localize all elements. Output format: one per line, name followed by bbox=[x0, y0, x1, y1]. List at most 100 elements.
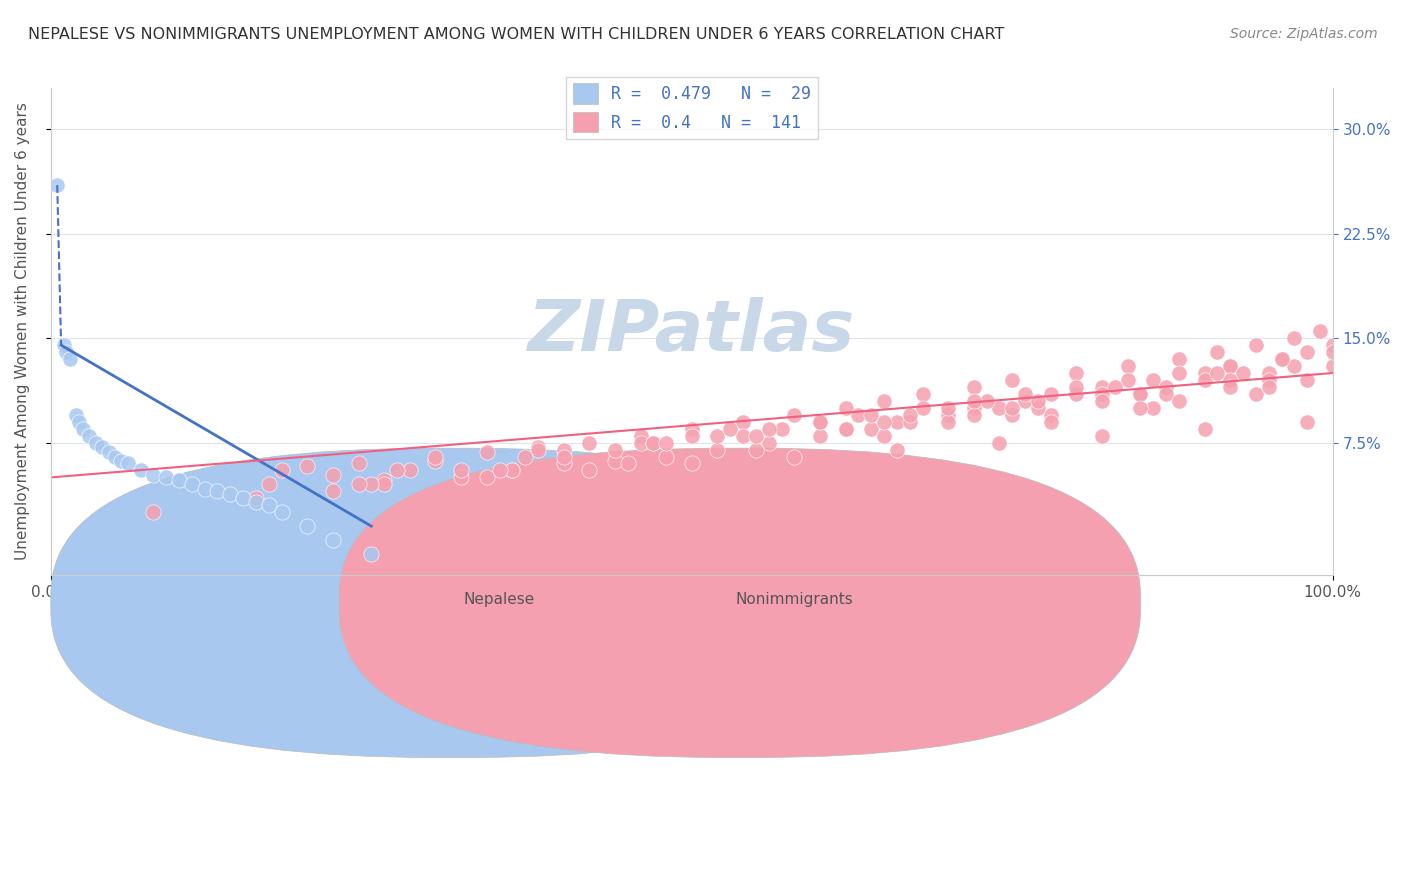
FancyBboxPatch shape bbox=[51, 448, 852, 757]
Point bbox=[834, 422, 856, 436]
Point bbox=[72, 422, 94, 436]
Point bbox=[963, 408, 986, 422]
Point bbox=[1039, 387, 1062, 401]
Point bbox=[257, 498, 280, 512]
Point bbox=[59, 352, 82, 367]
Point bbox=[886, 415, 908, 429]
Point bbox=[1206, 366, 1229, 380]
Point bbox=[1104, 380, 1126, 394]
Point bbox=[52, 338, 75, 352]
Point bbox=[55, 345, 77, 359]
Point bbox=[911, 387, 934, 401]
Point bbox=[718, 422, 741, 436]
Text: Nonimmigrants: Nonimmigrants bbox=[735, 592, 853, 607]
Point bbox=[873, 393, 896, 408]
Point bbox=[733, 415, 755, 429]
Point bbox=[1322, 345, 1344, 359]
Point bbox=[155, 470, 177, 484]
Point bbox=[425, 450, 447, 464]
Point bbox=[808, 415, 831, 429]
Point bbox=[936, 415, 959, 429]
Point bbox=[91, 440, 114, 454]
Point bbox=[1194, 422, 1216, 436]
Point bbox=[1142, 401, 1164, 415]
Point bbox=[578, 435, 600, 450]
Point bbox=[834, 422, 856, 436]
Point bbox=[46, 178, 69, 193]
Point bbox=[117, 457, 139, 471]
Point bbox=[681, 428, 703, 442]
Point bbox=[988, 435, 1011, 450]
Point bbox=[1219, 359, 1241, 373]
Point bbox=[1194, 373, 1216, 387]
Point bbox=[1154, 387, 1177, 401]
Point bbox=[475, 445, 498, 459]
Point bbox=[245, 495, 267, 509]
Point bbox=[553, 442, 575, 457]
Point bbox=[1091, 387, 1114, 401]
Point bbox=[527, 442, 550, 457]
Point bbox=[630, 435, 652, 450]
Point bbox=[322, 533, 344, 547]
Point bbox=[1066, 380, 1088, 394]
Text: ZIPatlas: ZIPatlas bbox=[529, 297, 855, 366]
Point bbox=[873, 415, 896, 429]
Point bbox=[1270, 352, 1292, 367]
Point bbox=[398, 463, 420, 477]
Point bbox=[1066, 387, 1088, 401]
Point bbox=[1322, 359, 1344, 373]
Point bbox=[527, 440, 550, 454]
Point bbox=[976, 393, 998, 408]
Point bbox=[297, 519, 319, 533]
Point bbox=[347, 457, 370, 471]
Point bbox=[194, 482, 217, 496]
Point bbox=[758, 422, 780, 436]
Point bbox=[745, 442, 768, 457]
Point bbox=[1296, 415, 1319, 429]
Point bbox=[142, 505, 165, 519]
Point bbox=[1026, 401, 1049, 415]
Point bbox=[1129, 387, 1152, 401]
Point bbox=[97, 445, 120, 459]
Point bbox=[630, 428, 652, 442]
Point bbox=[475, 470, 498, 484]
Point bbox=[1142, 373, 1164, 387]
Point bbox=[515, 450, 537, 464]
Point bbox=[655, 435, 678, 450]
Point bbox=[1168, 393, 1191, 408]
Point bbox=[1039, 415, 1062, 429]
Point bbox=[1129, 387, 1152, 401]
Point bbox=[808, 415, 831, 429]
Point bbox=[603, 453, 626, 467]
Point bbox=[783, 408, 806, 422]
Point bbox=[450, 463, 472, 477]
Point bbox=[219, 487, 242, 501]
Point bbox=[207, 484, 229, 499]
Point bbox=[1257, 373, 1279, 387]
Point bbox=[1219, 373, 1241, 387]
Point bbox=[706, 428, 728, 442]
Point bbox=[67, 415, 90, 429]
Point bbox=[1194, 366, 1216, 380]
Point bbox=[1296, 373, 1319, 387]
Point bbox=[180, 477, 202, 491]
Point bbox=[322, 484, 344, 499]
Point bbox=[1244, 338, 1267, 352]
Point bbox=[373, 477, 395, 491]
Point bbox=[142, 467, 165, 482]
Point bbox=[681, 422, 703, 436]
Point bbox=[834, 401, 856, 415]
Point bbox=[1334, 318, 1357, 332]
Point bbox=[1129, 401, 1152, 415]
Point bbox=[860, 408, 883, 422]
Point bbox=[245, 491, 267, 506]
Legend: R =  0.479   N =  29, R =  0.4   N =  141: R = 0.479 N = 29, R = 0.4 N = 141 bbox=[567, 77, 818, 139]
Point bbox=[745, 428, 768, 442]
Y-axis label: Unemployment Among Women with Children Under 6 years: Unemployment Among Women with Children U… bbox=[15, 103, 30, 560]
Point bbox=[1232, 366, 1254, 380]
Point bbox=[643, 435, 665, 450]
Point bbox=[385, 463, 408, 477]
Point bbox=[1001, 408, 1024, 422]
Point bbox=[79, 428, 101, 442]
Point bbox=[1270, 352, 1292, 367]
